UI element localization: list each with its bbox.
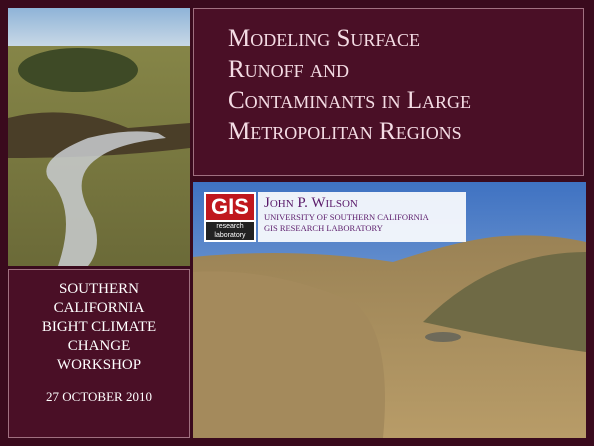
slide: Modeling Surface Runoff and Contaminants…	[0, 0, 594, 446]
affiliation: GIS RESEARCH LABORATORY	[264, 223, 466, 234]
title-line: Contaminants in Large	[228, 85, 583, 116]
logo-text: research	[206, 222, 254, 231]
event-line: CHANGE	[11, 337, 187, 356]
affiliation: UNIVERSITY OF SOUTHERN CALIFORNIA	[264, 212, 466, 223]
event-name: SOUTHERN CALIFORNIA BIGHT CLIMATE CHANGE…	[9, 280, 189, 375]
author-box: John P. Wilson UNIVERSITY OF SOUTHERN CA…	[258, 192, 466, 242]
title-line: Metropolitan Regions	[228, 116, 583, 147]
logo-mark: GIS	[206, 194, 254, 220]
title-line: Modeling Surface	[228, 23, 583, 54]
event-box: SOUTHERN CALIFORNIA BIGHT CLIMATE CHANGE…	[8, 269, 190, 438]
gis-logo: GIS research laboratory	[204, 192, 256, 242]
title-box: Modeling Surface Runoff and Contaminants…	[193, 8, 584, 176]
event-line: SOUTHERN	[11, 280, 187, 299]
logo-text: laboratory	[206, 231, 254, 240]
title-line: Runoff and	[228, 54, 583, 85]
stream-photo	[8, 8, 190, 266]
event-date: 27 OCTOBER 2010	[9, 389, 189, 405]
event-line: WORKSHOP	[11, 356, 187, 375]
author: John P. Wilson	[264, 195, 466, 212]
event-line: BIGHT CLIMATE	[11, 318, 187, 337]
event-line: CALIFORNIA	[11, 299, 187, 318]
